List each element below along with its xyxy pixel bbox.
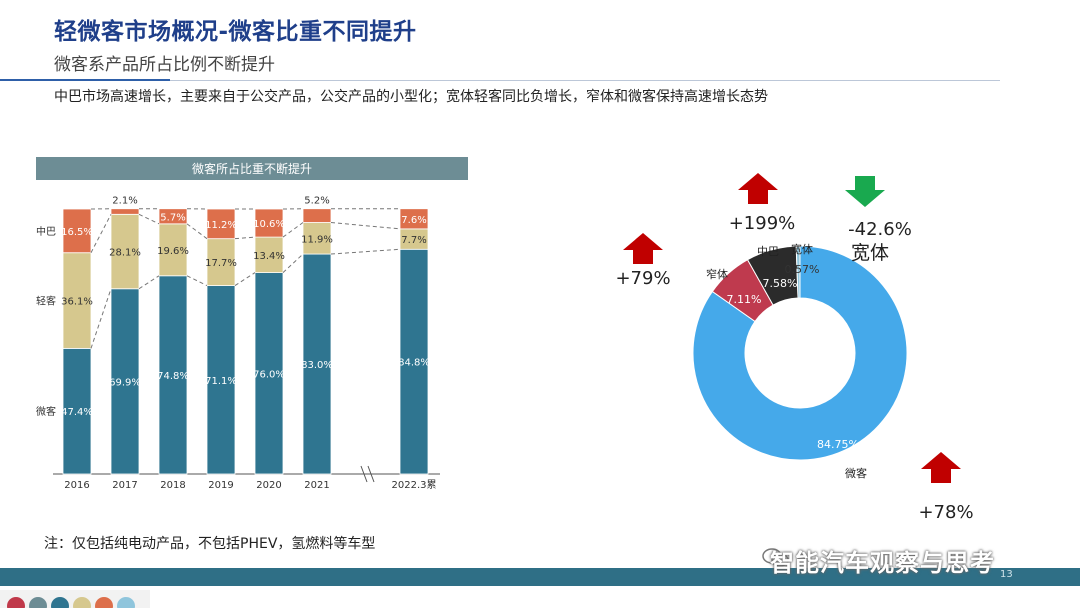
footer-dots <box>0 590 150 608</box>
connector-line <box>139 214 159 224</box>
up-arrow-icon <box>921 452 961 483</box>
x-tick-label: 2021 <box>304 480 329 491</box>
data-label: 16.5% <box>61 227 93 238</box>
slice-name-label: 中巴 <box>757 245 779 258</box>
data-label: 5.2% <box>304 196 329 207</box>
footer-dot <box>117 597 135 608</box>
bar-segment-中巴-2017 <box>111 209 139 215</box>
growth-annotation: +78% <box>918 502 973 523</box>
x-tick-label: 2020 <box>256 480 281 491</box>
footer-dot <box>51 597 69 608</box>
segment-name-label: 微客 <box>36 405 56 418</box>
x-tick-label: 2017 <box>112 480 137 491</box>
footer-dot <box>73 597 91 608</box>
chart-title: 微客所占比重不断提升 <box>192 161 312 176</box>
page-title: 轻微客市场概况-微客比重不同提升 <box>54 12 417 46</box>
data-label: 17.7% <box>205 258 237 269</box>
title-rule <box>0 79 170 81</box>
segment-name-label: 轻客 <box>36 295 56 308</box>
summary-text: 中巴市场高速增长，主要来自于公交产品，公交产品的小型化；宽体轻客同比负增长，窄体… <box>54 86 768 106</box>
data-label: 71.1% <box>205 376 237 387</box>
page-number: 13 <box>1000 569 1013 580</box>
slice-name-label: 宽体 <box>791 242 813 256</box>
footnote: 注：仅包括纯电动产品，不包括PHEV，氢燃料等车型 <box>44 533 375 553</box>
slice-name-label: 微客 <box>845 466 867 480</box>
data-label: 11.2% <box>205 220 237 231</box>
growth-annotation: +199% <box>729 213 796 234</box>
data-label: 10.6% <box>253 219 285 230</box>
slice-value-label: 7.11% <box>727 293 762 306</box>
watermark-text: 智能汽车观察与思考 <box>770 543 995 578</box>
data-label: 74.8% <box>157 371 189 382</box>
data-label: 19.6% <box>157 246 189 257</box>
data-label: 28.1% <box>109 248 141 259</box>
slice-value-label: 7.58% <box>763 277 798 290</box>
data-label: 83.0% <box>301 360 333 371</box>
growth-annotation-label: 宽体 <box>851 242 889 264</box>
data-label: 2.1% <box>112 196 137 207</box>
growth-annotation: +79% <box>615 268 670 289</box>
data-label: 5.7% <box>160 212 185 223</box>
data-label: 7.7% <box>401 235 426 246</box>
data-label: 84.8% <box>398 358 430 369</box>
x-tick-label: 2019 <box>208 480 233 491</box>
connector-line <box>91 214 111 252</box>
bar-segment-中巴-2021 <box>303 209 331 223</box>
connector-line <box>91 289 111 349</box>
footer-dot <box>95 597 113 608</box>
growth-annotation: -42.6% <box>848 219 912 240</box>
slice-value-label: 0.57% <box>785 263 820 276</box>
page-subtitle: 微客系产品所占比例不断提升 <box>54 50 275 75</box>
up-arrow-icon <box>738 173 778 204</box>
connector-line <box>331 249 400 254</box>
connector-line <box>139 276 159 289</box>
connector-line <box>187 224 207 239</box>
x-tick-label: 2016 <box>64 480 89 491</box>
data-label: 69.9% <box>109 377 141 388</box>
footer-dot <box>29 597 47 608</box>
slice-value-label: 84.75% <box>817 438 859 451</box>
title-rule-thin <box>170 80 1000 81</box>
footer-dot <box>7 597 25 608</box>
connector-line <box>283 254 303 273</box>
slice-name-label: 窄体 <box>706 267 728 281</box>
data-label: 7.6% <box>401 215 426 226</box>
data-label: 47.4% <box>61 407 93 418</box>
connector-line <box>235 273 255 286</box>
x-tick-label: 2018 <box>160 480 185 491</box>
data-label: 11.9% <box>301 234 333 245</box>
data-label: 76.0% <box>253 369 285 380</box>
connector-line <box>187 276 207 286</box>
data-label: 13.4% <box>253 251 285 262</box>
stacked-bar-chart: 微客所占比重不断提升 47.4% 36.1% 16.5% 2016 69.9% 28.1% 2… <box>20 150 480 490</box>
down-arrow-icon <box>845 176 885 207</box>
connector-line <box>235 237 255 239</box>
connector-line <box>283 223 303 238</box>
up-arrow-icon <box>623 233 663 264</box>
donut-chart: 84.75%7.11%7.58%0.57%微客窄体中巴宽体+79%+199%-4… <box>590 160 1050 530</box>
data-label: 36.1% <box>61 297 93 308</box>
connector-line <box>331 223 400 229</box>
segment-name-label: 中巴 <box>36 225 56 238</box>
x-tick-label: 2022.3累 <box>392 479 437 491</box>
